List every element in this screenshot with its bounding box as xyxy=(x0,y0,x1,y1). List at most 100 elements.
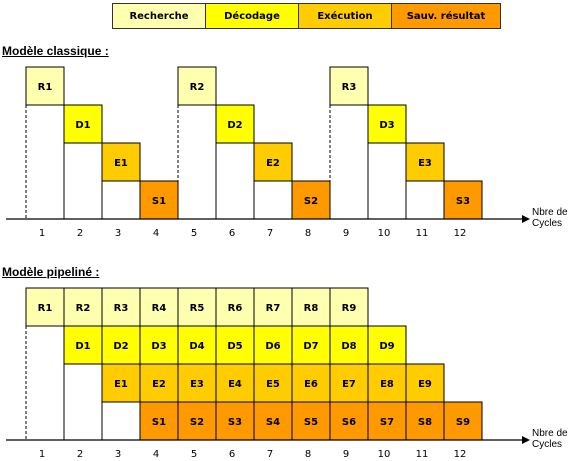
cycle-tick-label: 1 xyxy=(39,449,45,460)
instruction-cell: E2 xyxy=(139,363,179,403)
instruction-cell: D3 xyxy=(367,104,407,144)
instruction-cell: D8 xyxy=(329,325,369,365)
cell-label: R3 xyxy=(114,303,129,314)
cell-label: S3 xyxy=(228,417,242,428)
cell-label: D3 xyxy=(379,120,394,131)
cell-label: S2 xyxy=(190,417,204,428)
cell-label: E9 xyxy=(418,379,432,390)
cycle-tick-label: 3 xyxy=(115,449,121,460)
instruction-cell: R7 xyxy=(253,287,293,327)
cell-label: E3 xyxy=(190,379,204,390)
instruction-cell: E3 xyxy=(177,363,217,403)
cell-label: R2 xyxy=(190,82,205,93)
classic-axis-label-line1: Nbre de xyxy=(532,207,568,218)
cell-label: E5 xyxy=(266,379,280,390)
cell-box xyxy=(329,66,369,106)
cell-box xyxy=(215,325,255,365)
cell-box xyxy=(63,104,103,144)
cell-label: E1 xyxy=(114,158,128,169)
cell-box xyxy=(253,142,293,182)
cell-box xyxy=(329,363,369,403)
instruction-cell: E9 xyxy=(405,363,445,403)
cycle-tick-label: 11 xyxy=(416,449,429,460)
legend-item: Exécution xyxy=(298,3,391,29)
cell-box xyxy=(139,325,179,365)
cell-box xyxy=(253,363,293,403)
instruction-cell: S6 xyxy=(329,401,369,441)
cycle-tick-label: 4 xyxy=(153,228,159,239)
cell-box xyxy=(443,180,483,220)
instruction-cell: R3 xyxy=(329,66,369,106)
classic-model-title: Modèle classique : xyxy=(2,44,109,58)
instruction-cell: E1 xyxy=(101,142,141,182)
cycle-tick-label: 3 xyxy=(115,228,121,239)
cell-label: S2 xyxy=(304,196,318,207)
cell-label: R2 xyxy=(76,303,91,314)
cell-box xyxy=(367,325,407,365)
cell-box xyxy=(291,401,331,441)
pipeline-axis-arrow xyxy=(522,436,530,444)
instruction-cell: S2 xyxy=(177,401,217,441)
cell-label: S7 xyxy=(380,417,394,428)
cell-label: R7 xyxy=(266,303,281,314)
instruction-cell: D1 xyxy=(63,104,103,144)
cell-box xyxy=(253,287,293,327)
instruction-cell: D9 xyxy=(367,325,407,365)
instruction-cell: D6 xyxy=(253,325,293,365)
cell-box xyxy=(367,104,407,144)
pipeline-axis-label-line1: Nbre de xyxy=(532,428,568,439)
cell-label: S1 xyxy=(152,417,166,428)
cell-label: R6 xyxy=(228,303,243,314)
cycle-tick-label: 6 xyxy=(229,449,235,460)
classic-cells: R1 D1 E1 S1 R2 D2 E2 S2 R3 D3 E3 S3 xyxy=(25,66,483,220)
cell-box xyxy=(177,401,217,441)
instruction-cell: R1 xyxy=(25,287,65,327)
instruction-cell: R5 xyxy=(177,287,217,327)
cycle-tick-label: 6 xyxy=(229,228,235,239)
cell-box xyxy=(405,142,445,182)
stage-legend: Recherche Décodage Exécution Sauv. résultat xyxy=(112,3,501,29)
cell-label: R4 xyxy=(152,303,167,314)
cycle-tick-label: 9 xyxy=(343,449,349,460)
cycle-tick-label: 12 xyxy=(454,228,467,239)
cell-box xyxy=(63,287,103,327)
classic-axis-label-line2: Cycles xyxy=(532,218,563,229)
cell-label: E4 xyxy=(228,379,242,390)
cell-label: S3 xyxy=(456,196,470,207)
cycle-tick-label: 9 xyxy=(343,228,349,239)
instruction-cell: R3 xyxy=(101,287,141,327)
legend-item: Recherche xyxy=(112,3,205,29)
cycle-tick-label: 5 xyxy=(191,228,197,239)
cell-label: D8 xyxy=(341,341,356,352)
cycle-tick-label: 10 xyxy=(378,449,391,460)
cell-label: D5 xyxy=(227,341,242,352)
instruction-cell: S7 xyxy=(367,401,407,441)
pipeline-cells: R1 R2 R3 R4 R5 R6 R7 R8 R9 D1 D2 D3 D4 D5 D6 D7 D8 D9 E1 E2… xyxy=(25,287,483,441)
cell-box xyxy=(139,287,179,327)
cell-label: D2 xyxy=(113,341,128,352)
cell-box xyxy=(215,363,255,403)
instruction-cell: E3 xyxy=(405,142,445,182)
cell-box xyxy=(139,363,179,403)
cell-box xyxy=(291,363,331,403)
cell-box xyxy=(177,66,217,106)
cell-label: R1 xyxy=(38,303,53,314)
instruction-cell: E2 xyxy=(253,142,293,182)
legend-item: Sauv. résultat xyxy=(391,3,501,29)
cell-box xyxy=(291,325,331,365)
instruction-cell: S1 xyxy=(139,180,179,220)
cell-box xyxy=(101,287,141,327)
instruction-cell: E4 xyxy=(215,363,255,403)
instruction-cell: E8 xyxy=(367,363,407,403)
cell-label: E8 xyxy=(380,379,394,390)
cell-label: R9 xyxy=(342,303,357,314)
cell-box xyxy=(101,142,141,182)
cell-box xyxy=(139,180,179,220)
cycle-tick-label: 5 xyxy=(191,449,197,460)
cycle-tick-label: 12 xyxy=(454,449,467,460)
cell-label: R1 xyxy=(38,82,53,93)
cell-box xyxy=(177,363,217,403)
cell-label: E2 xyxy=(152,379,166,390)
cell-label: D1 xyxy=(75,120,90,131)
